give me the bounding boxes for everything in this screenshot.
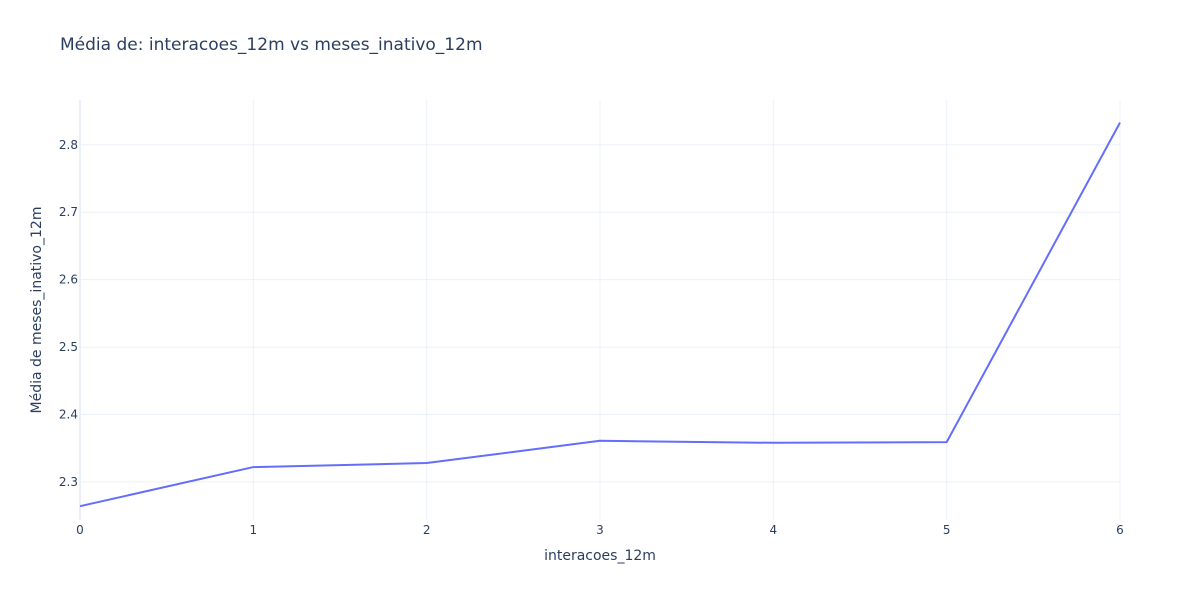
x-axis-title: interacoes_12m bbox=[544, 548, 656, 564]
x-axis-ticks: 0 1 2 3 4 5 6 bbox=[76, 523, 1124, 537]
data-point[interactable] bbox=[250, 464, 256, 470]
data-point[interactable] bbox=[944, 439, 950, 445]
data-point[interactable] bbox=[597, 438, 603, 444]
x-tick-label: 2 bbox=[423, 523, 431, 537]
y-tick-label: 2.8 bbox=[59, 138, 78, 152]
y-tick-label: 2.5 bbox=[59, 340, 78, 354]
x-tick-label: 0 bbox=[76, 523, 84, 537]
series-line bbox=[79, 122, 1121, 508]
y-tick-label: 2.6 bbox=[59, 273, 78, 287]
chart-title: Média de: interacoes_12m vs meses_inativ… bbox=[60, 35, 483, 55]
x-tick-label: 4 bbox=[770, 523, 778, 537]
y-tick-label: 2.4 bbox=[59, 407, 78, 421]
y-axis-title: Média de meses_inativo_12m bbox=[29, 207, 45, 414]
y-tick-label: 2.3 bbox=[59, 475, 78, 489]
data-point[interactable] bbox=[1117, 120, 1123, 126]
gridlines bbox=[79, 100, 1121, 520]
y-tick-label: 2.7 bbox=[59, 205, 78, 219]
x-tick-label: 3 bbox=[596, 523, 604, 537]
y-axis-ticks: 2.3 2.4 2.5 2.6 2.7 2.8 bbox=[59, 138, 78, 489]
x-tick-label: 5 bbox=[943, 523, 951, 537]
x-tick-label: 1 bbox=[250, 523, 258, 537]
series-layer bbox=[77, 120, 1123, 509]
data-point[interactable] bbox=[770, 440, 776, 446]
x-tick-label: 6 bbox=[1116, 523, 1124, 537]
data-point[interactable] bbox=[77, 503, 83, 509]
data-point[interactable] bbox=[424, 460, 430, 466]
